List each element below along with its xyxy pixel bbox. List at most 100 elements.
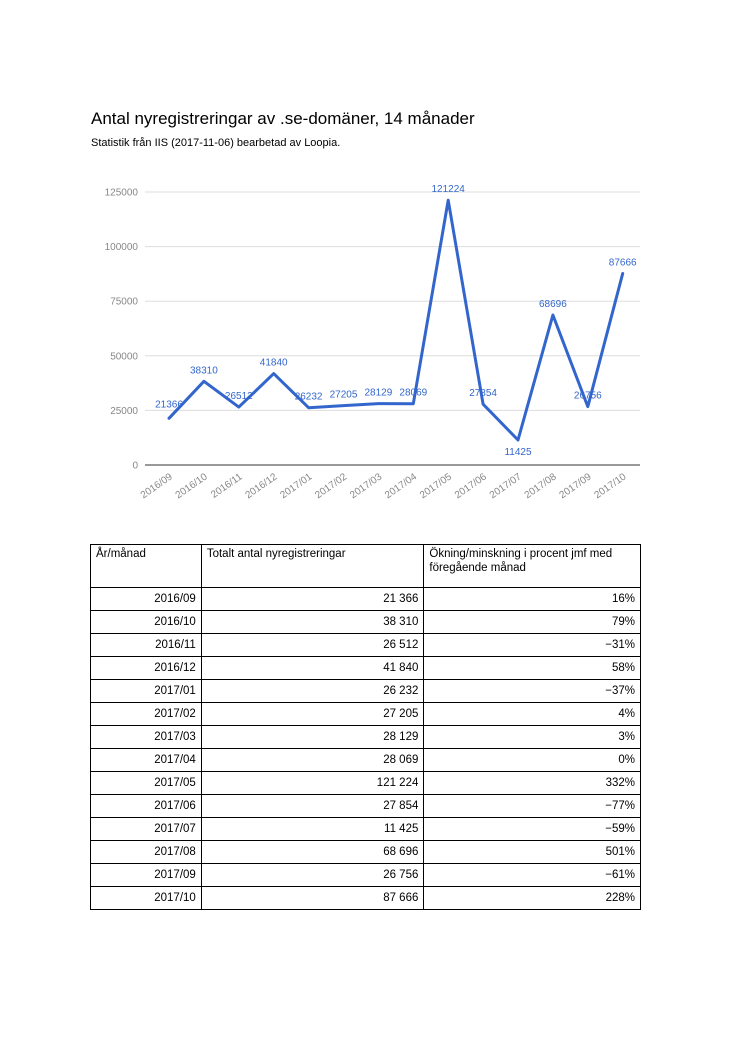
- x-tick-label: 2017/04: [383, 471, 419, 501]
- data-label: 121224: [432, 184, 466, 195]
- table-cell-month: 2016/10: [90, 610, 202, 634]
- table-cell-total: 68 696: [200, 840, 425, 864]
- table-cell-change: 58%: [423, 656, 641, 680]
- table-row: 2017/08 68 696 501%: [90, 840, 641, 864]
- data-label: 68696: [539, 299, 567, 310]
- y-tick-label: 100000: [105, 242, 139, 253]
- table-cell-change: 501%: [423, 840, 641, 864]
- x-tick-label: 2017/06: [453, 471, 489, 501]
- data-label: 26512: [225, 391, 253, 402]
- table-header-month: År/månad: [90, 544, 202, 588]
- table-cell-change: 228%: [423, 886, 641, 910]
- table-cell-total: 26 756: [200, 863, 425, 887]
- table-cell-change: −61%: [423, 863, 641, 887]
- table-cell-month: 2017/03: [90, 725, 202, 749]
- table-row: 2016/09 21 366 16%: [90, 587, 641, 611]
- table-cell-total: 41 840: [200, 656, 425, 680]
- data-label: 27854: [469, 388, 497, 399]
- table-row: 2016/11 26 512 −31%: [90, 633, 641, 657]
- table-cell-change: −37%: [423, 679, 641, 703]
- table-cell-total: 28 069: [200, 748, 425, 772]
- table-row: 2016/12 41 840 58%: [90, 656, 641, 680]
- table-cell-total: 26 232: [200, 679, 425, 703]
- table-row: 2017/04 28 069 0%: [90, 748, 641, 772]
- x-tick-label: 2017/09: [558, 471, 594, 501]
- table-header-total: Totalt antal nyregistreringar: [200, 544, 425, 588]
- table-cell-month: 2017/02: [90, 702, 202, 726]
- table-cell-total: 27 854: [200, 794, 425, 818]
- x-tick-label: 2017/02: [313, 471, 349, 501]
- table-cell-change: 79%: [423, 610, 641, 634]
- table-cell-month: 2016/09: [90, 587, 202, 611]
- table-row: 2017/01 26 232 −37%: [90, 679, 641, 703]
- registrations-table: År/månad Totalt antal nyregistreringar Ö…: [90, 544, 641, 910]
- table-cell-total: 26 512: [200, 633, 425, 657]
- table-row: 2017/05 121 224 332%: [90, 771, 641, 795]
- table-cell-month: 2017/10: [90, 886, 202, 910]
- x-tick-label: 2017/03: [348, 471, 384, 501]
- table-cell-total: 121 224: [200, 771, 425, 795]
- chart-series: [167, 198, 625, 442]
- table-cell-month: 2017/09: [90, 863, 202, 887]
- table-row: 2017/06 27 854 −77%: [90, 794, 641, 818]
- table-cell-month: 2016/11: [90, 633, 202, 657]
- table-header-row: År/månad Totalt antal nyregistreringar Ö…: [90, 544, 641, 588]
- table-cell-month: 2017/04: [90, 748, 202, 772]
- table-cell-change: 16%: [423, 587, 641, 611]
- x-tick-label: 2017/07: [488, 471, 524, 501]
- data-label: 28069: [399, 388, 427, 399]
- table-cell-change: 332%: [423, 771, 641, 795]
- series-line: [167, 198, 625, 442]
- chart-gridlines: [145, 191, 640, 466]
- data-label: 11425: [504, 447, 532, 458]
- data-label: 26756: [574, 391, 602, 402]
- x-tick-label: 2017/10: [592, 471, 628, 501]
- table-cell-total: 21 366: [200, 587, 425, 611]
- x-tick-label: 2017/01: [278, 471, 314, 501]
- table-cell-month: 2017/01: [90, 679, 202, 703]
- data-label: 28129: [364, 388, 392, 399]
- chart-data-labels: 21366 38310 26512 41840 26232 27205 28129 28069…: [155, 184, 637, 458]
- x-tick-label: 2016/12: [243, 471, 279, 501]
- y-tick-label: 0: [132, 461, 138, 472]
- data-label: 21366: [155, 399, 183, 410]
- table-cell-month: 2017/07: [90, 817, 202, 841]
- data-label: 26232: [295, 392, 323, 403]
- table-row: 2016/10 38 310 79%: [90, 610, 641, 634]
- x-tick-label: 2016/11: [209, 471, 245, 501]
- y-tick-label: 75000: [110, 297, 138, 308]
- table-cell-change: −77%: [423, 794, 641, 818]
- table-cell-month: 2016/12: [90, 656, 202, 680]
- table-cell-change: 4%: [423, 702, 641, 726]
- table-cell-total: 27 205: [200, 702, 425, 726]
- table-row: 2017/10 87 666 228%: [90, 886, 641, 910]
- table-cell-total: 38 310: [200, 610, 425, 634]
- x-tick-label: 2016/09: [139, 471, 175, 501]
- table-cell-month: 2017/06: [90, 794, 202, 818]
- x-tick-label: 2016/10: [174, 471, 210, 501]
- data-label: 27205: [330, 390, 358, 401]
- y-tick-label: 125000: [105, 188, 139, 199]
- y-tick-label: 25000: [110, 406, 138, 417]
- table-cell-total: 28 129: [200, 725, 425, 749]
- table-cell-change: −31%: [423, 633, 641, 657]
- table-cell-month: 2017/08: [90, 840, 202, 864]
- x-tick-label: 2017/08: [523, 471, 559, 501]
- data-label: 41840: [260, 358, 288, 369]
- page-title: Antal nyregistreringar av .se-domäner, 1…: [91, 109, 475, 128]
- data-label: 87666: [609, 258, 637, 269]
- table-row: 2017/02 27 205 4%: [90, 702, 641, 726]
- table-header-change: Ökning/minskning i procent jmf med föreg…: [423, 544, 641, 588]
- table-row: 2017/03 28 129 3%: [90, 725, 641, 749]
- x-tick-label: 2017/05: [418, 471, 454, 501]
- table-cell-change: 3%: [423, 725, 641, 749]
- y-axis-tick-labels: 0 25000 50000 75000 100000 125000: [105, 188, 139, 472]
- table-cell-change: −59%: [423, 817, 641, 841]
- table-row: 2017/07 11 425 −59%: [90, 817, 641, 841]
- table-cell-total: 87 666: [200, 886, 425, 910]
- table-cell-total: 11 425: [200, 817, 425, 841]
- table-cell-month: 2017/05: [90, 771, 202, 795]
- table-row: 2017/09 26 756 −61%: [90, 863, 641, 887]
